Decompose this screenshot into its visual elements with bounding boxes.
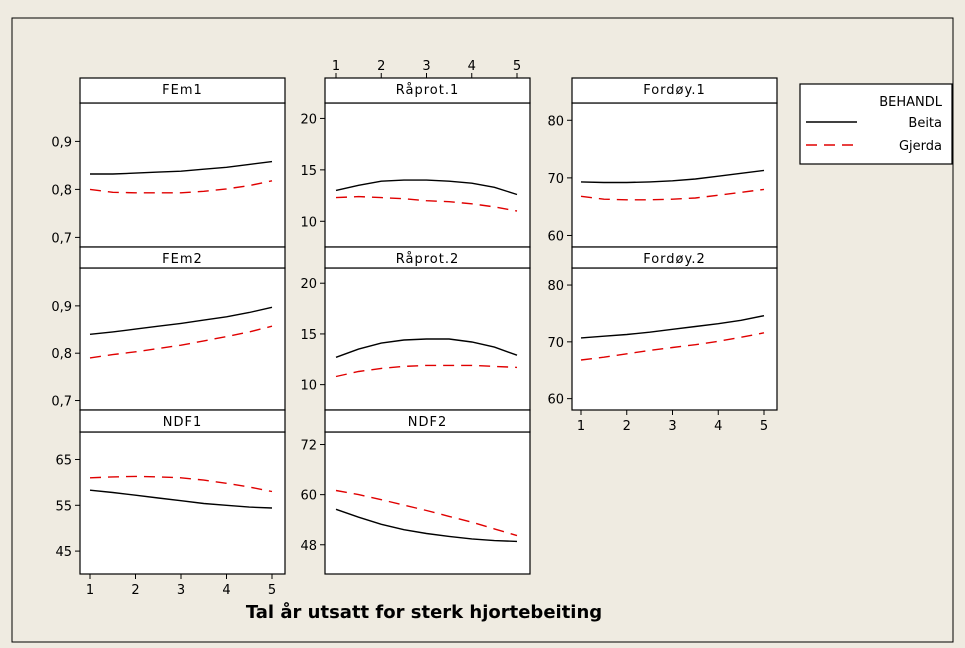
legend-beita-label: Beita	[908, 116, 942, 131]
series-line-beita	[89, 306, 273, 335]
legend-title: BEHANDL	[879, 95, 943, 110]
x-tick-label: 2	[623, 419, 631, 434]
y-tick-label: 60	[300, 489, 317, 504]
figure-border	[11, 17, 954, 643]
x-tick-label: 4	[222, 583, 230, 598]
panel-5: Råprot.2 10 15 20	[300, 246, 531, 411]
y-tick-label: 15	[300, 328, 317, 343]
panel-strip	[79, 246, 286, 269]
panel-3: Fordøy.1 60 70 80	[547, 77, 778, 248]
y-tick-label: 48	[300, 539, 317, 554]
panel-strip	[324, 246, 531, 269]
panel-title: FEm1	[162, 83, 203, 98]
panel-frame	[79, 431, 286, 575]
y-tick-label: 80	[547, 114, 564, 129]
y-tick-label: 20	[300, 112, 317, 127]
series-line-gjerda	[580, 332, 765, 361]
panel-frame	[571, 267, 778, 411]
series-line-beita	[89, 489, 273, 509]
x-tick-label: 5	[760, 419, 768, 434]
series-line-gjerda	[335, 364, 518, 378]
panel-strip	[324, 77, 531, 104]
y-tick-label: 60	[547, 229, 564, 244]
y-tick-label: 10	[300, 215, 317, 230]
x-tick-label-top: 4	[468, 59, 476, 74]
panel-frame	[79, 267, 286, 411]
y-tick-label: 0,8	[51, 183, 72, 198]
panel-title: NDF2	[408, 415, 447, 430]
series-line-beita	[580, 315, 765, 339]
y-tick-label: 10	[300, 379, 317, 394]
series-line-beita	[335, 338, 518, 358]
y-tick-label: 20	[300, 277, 317, 292]
x-tick-label: 4	[714, 419, 722, 434]
series-line-beita	[580, 169, 765, 184]
x-tick-label-top: 1	[332, 59, 340, 74]
panel-title: Fordøy.2	[643, 252, 706, 267]
x-tick-label: 2	[131, 583, 139, 598]
x-tick-label: 3	[668, 419, 676, 434]
y-tick-label: 70	[547, 336, 564, 351]
panel-strip	[324, 409, 531, 433]
legend-box	[799, 83, 953, 165]
y-tick-label: 0,7	[51, 231, 72, 246]
x-tick-label: 1	[86, 583, 94, 598]
panel-2: Råprot.1 10 15 20 1 2 3 4 5	[300, 59, 531, 248]
x-axis-label: Tal år utsatt for sterk hjortebeiting	[246, 601, 602, 623]
x-tick-label-top: 3	[422, 59, 430, 74]
y-tick-label: 65	[55, 453, 72, 468]
series-line-gjerda	[89, 180, 273, 194]
panel-strip	[571, 246, 778, 269]
x-tick-label-top: 5	[513, 59, 521, 74]
series-line-gjerda	[335, 489, 518, 537]
x-tick-label: 3	[177, 583, 185, 598]
y-tick-label: 15	[300, 164, 317, 179]
panel-title: Råprot.2	[396, 252, 459, 267]
y-tick-label: 60	[547, 393, 564, 408]
y-tick-label: 0,8	[51, 347, 72, 362]
series-line-gjerda	[335, 195, 518, 212]
x-tick-label: 1	[577, 419, 585, 434]
series-line-gjerda	[89, 325, 273, 359]
series-line-gjerda	[89, 475, 273, 493]
series-line-beita	[90, 160, 273, 175]
legend-gjerda-label: Gjerda	[899, 139, 942, 154]
panel-title: Råprot.1	[396, 83, 459, 98]
panel-6: Fordøy.2 60 70 80 1 2 3 4 5	[547, 246, 778, 434]
y-tick-label: 80	[547, 279, 564, 294]
y-tick-label: 0,9	[51, 135, 72, 150]
panel-title: Fordøy.1	[643, 83, 706, 98]
panel-frame	[324, 102, 531, 248]
series-line-beita	[335, 508, 518, 543]
panel-strip	[571, 77, 778, 104]
y-tick-label: 0,9	[51, 300, 72, 315]
legend: BEHANDL Beita Gjerda	[799, 83, 953, 165]
x-tick-label-top: 2	[377, 59, 385, 74]
panel-1: FEm1 0,7 0,8 0,9	[51, 77, 286, 248]
y-tick-label: 70	[547, 172, 564, 187]
y-tick-label: 45	[55, 545, 72, 560]
y-tick-label: 0,7	[51, 395, 72, 410]
x-tick-label: 5	[268, 583, 276, 598]
panel-strip	[79, 77, 286, 104]
panel-8: NDF2 48 60 72	[300, 409, 531, 575]
series-line-beita	[335, 179, 518, 196]
panel-frame	[324, 431, 531, 575]
y-tick-label: 72	[300, 439, 317, 454]
panel-4: FEm2 0,7 0,8 0,9	[51, 246, 286, 411]
panel-strip	[79, 409, 286, 433]
y-tick-label: 55	[55, 499, 72, 514]
panel-title: FEm2	[162, 252, 203, 267]
panel-frame	[79, 102, 286, 248]
panel-frame	[571, 102, 778, 248]
panel-title: NDF1	[163, 415, 202, 430]
series-line-gjerda	[580, 188, 765, 201]
